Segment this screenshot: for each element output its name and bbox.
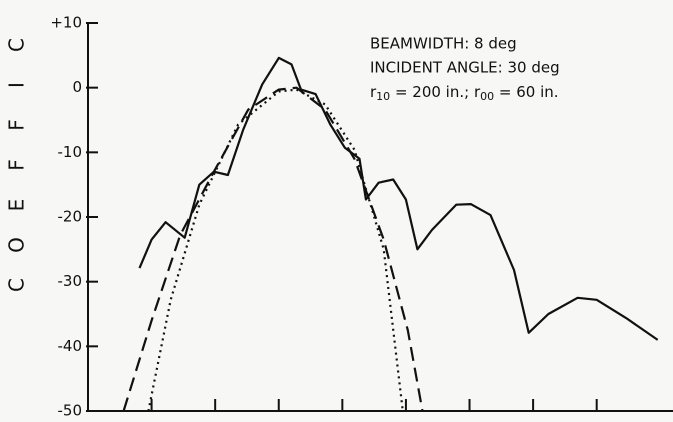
y-tick-label: +10 bbox=[50, 14, 82, 32]
y-label-letter: O bbox=[5, 237, 29, 253]
annotation: BEAMWIDTH: 8 deg bbox=[370, 35, 517, 53]
y-tick-label: -40 bbox=[58, 337, 83, 355]
y-tick-label: -50 bbox=[58, 402, 83, 420]
annotation: INCIDENT ANGLE: 30 deg bbox=[370, 59, 560, 77]
y-label-letter: F bbox=[5, 119, 29, 131]
curve bbox=[147, 88, 404, 412]
y-tick-label: 0 bbox=[72, 78, 82, 96]
y-tick-label: -20 bbox=[58, 208, 83, 226]
y-label-letter: C bbox=[5, 278, 29, 292]
curve bbox=[122, 86, 424, 412]
y-label-letter: C bbox=[5, 38, 29, 52]
annotation-subscript: 10 bbox=[376, 90, 390, 103]
annotation-part: = 200 in.; r bbox=[390, 83, 481, 101]
y-tick-label: -30 bbox=[58, 272, 83, 290]
annotation-part: r bbox=[370, 83, 377, 101]
annotation: r10 = 200 in.; r00 = 60 in. bbox=[370, 83, 559, 104]
curve bbox=[138, 56, 659, 341]
y-label-letter: E bbox=[5, 199, 29, 212]
y-label-letter: I bbox=[5, 82, 29, 88]
y-tick-label: -10 bbox=[58, 143, 83, 161]
annotation-part: = 60 in. bbox=[494, 83, 558, 101]
y-label-letter: F bbox=[5, 159, 29, 171]
annotation-subscript: 00 bbox=[480, 90, 494, 103]
